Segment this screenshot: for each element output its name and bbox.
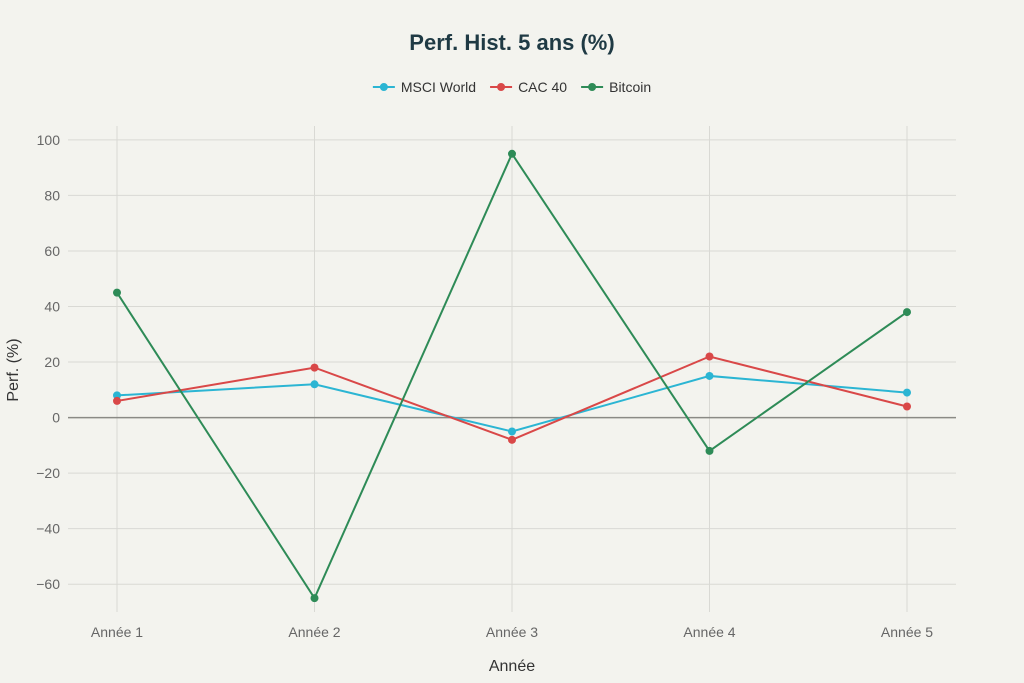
y-tick-label: 100 — [37, 132, 61, 148]
legend-swatch-marker — [379, 83, 388, 91]
chart-title: Perf. Hist. 5 ans (%) — [409, 30, 614, 55]
legend-label: CAC 40 — [518, 79, 567, 95]
y-tick-label: 60 — [44, 243, 60, 259]
legend-item[interactable]: Bitcoin — [581, 79, 651, 95]
legend-swatch-marker — [588, 83, 597, 91]
data-point[interactable] — [113, 288, 121, 297]
data-point[interactable] — [903, 388, 911, 397]
series-bitcoin — [113, 149, 911, 603]
data-point[interactable] — [903, 308, 911, 317]
series-layer — [113, 149, 911, 603]
x-axis-title: Année — [489, 658, 535, 675]
data-point[interactable] — [705, 371, 714, 380]
y-tick-label: 20 — [44, 354, 60, 370]
data-point[interactable] — [113, 396, 121, 405]
legend: MSCI World CAC 40 Bitcoin — [372, 79, 651, 95]
legend-label: MSCI World — [401, 79, 476, 95]
y-tick-label: 0 — [52, 410, 60, 426]
y-tick-label: −60 — [36, 576, 60, 592]
data-point[interactable] — [310, 380, 319, 389]
data-point[interactable] — [508, 427, 516, 436]
x-tick-label: Année 2 — [288, 624, 340, 640]
x-tick-label: Année 3 — [486, 624, 538, 640]
data-point[interactable] — [508, 149, 516, 158]
y-tick-label: −40 — [36, 521, 60, 537]
x-tick-label: Année 5 — [881, 624, 933, 640]
data-point[interactable] — [113, 391, 121, 400]
data-point[interactable] — [508, 435, 516, 444]
data-point[interactable] — [903, 402, 911, 411]
legend-swatch-marker — [497, 83, 506, 91]
y-tick-label: 40 — [44, 299, 60, 315]
y-tick-label: −20 — [36, 465, 60, 481]
y-tick-label: 80 — [44, 187, 60, 203]
axes: Année 1 Année 2 Année 3 Année 4 Année 5 100 80… — [36, 132, 933, 640]
data-point[interactable] — [310, 594, 319, 603]
data-point[interactable] — [705, 446, 714, 455]
series-msci-world — [113, 371, 911, 436]
x-tick-label: Année 4 — [683, 624, 735, 640]
data-point[interactable] — [310, 363, 319, 372]
series-cac-40 — [113, 352, 911, 444]
legend-item[interactable]: CAC 40 — [490, 79, 567, 95]
x-tick-label: Année 1 — [91, 624, 143, 640]
y-axis-title: Perf. (%) — [5, 338, 22, 401]
legend-item[interactable]: MSCI World — [372, 79, 476, 95]
data-point[interactable] — [705, 352, 714, 361]
grid — [68, 126, 956, 612]
legend-label: Bitcoin — [609, 79, 651, 95]
